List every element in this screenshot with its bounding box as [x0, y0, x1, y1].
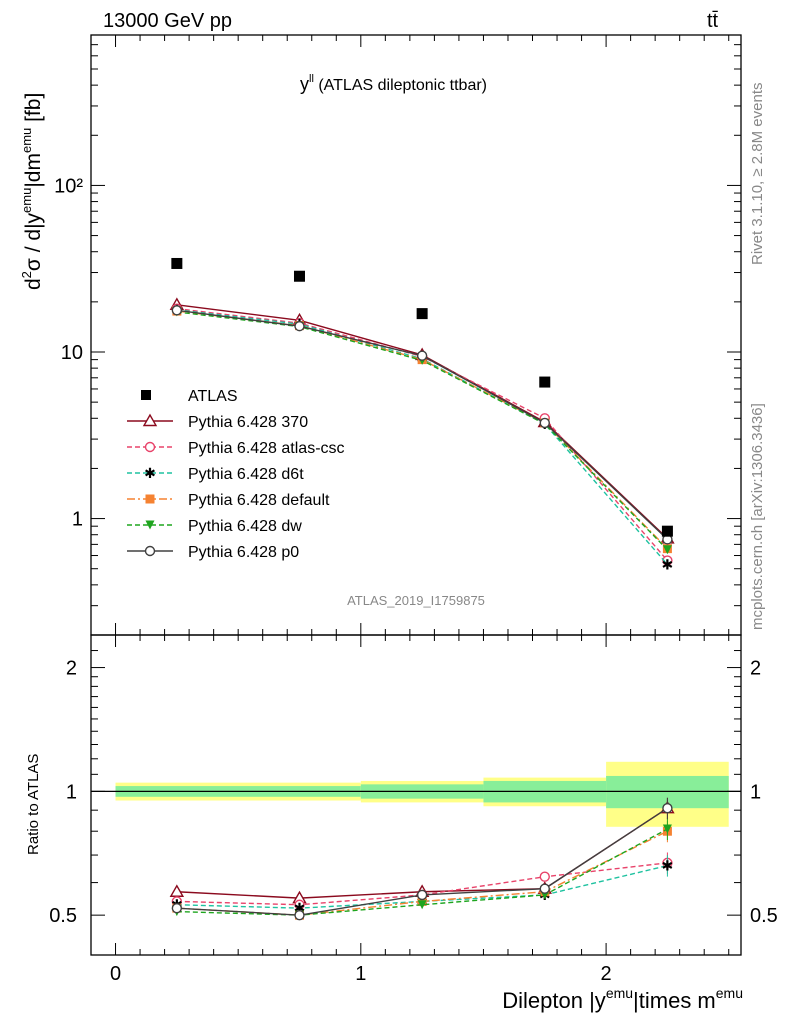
legend: ATLAS Pythia 6.428 370 Pythia 6.428 atlas-…	[127, 388, 345, 561]
ratio-series-point	[416, 889, 428, 901]
legend-marker	[142, 413, 158, 427]
ratio-tick-label: 2	[66, 658, 77, 680]
legend-label: Pythia 6.428 370	[188, 414, 308, 431]
series-point	[662, 555, 673, 566]
analysis-id: ATLAS_2019_I1759875	[347, 593, 485, 608]
series-point	[539, 417, 550, 429]
ratio-tick-label: 0.5	[49, 905, 77, 927]
ratio-series-line	[176, 828, 668, 916]
ratio-series-point	[294, 899, 305, 910]
y-tick-label: 1	[72, 509, 83, 531]
legend-label: Pythia 6.428 d6t	[188, 466, 304, 483]
legend-label: ATLAS	[188, 388, 238, 405]
x-tick-label: 0	[110, 963, 121, 985]
legend-label: Pythia 6.428 atlas-csc	[188, 440, 345, 457]
data-point	[539, 376, 551, 388]
ratio-series-point	[539, 871, 550, 882]
x-tick-label: 2	[601, 963, 612, 985]
series-point	[294, 320, 305, 332]
rivet-label: Rivet 3.1.10, ≥ 2.8M events	[749, 83, 766, 266]
mcplots-label: mcplots.cern.ch [arXiv:1306.3436]	[749, 403, 766, 630]
ratio-frame	[90, 634, 742, 956]
data-point	[171, 257, 183, 269]
data-point	[416, 308, 428, 320]
ratio-series-point	[662, 802, 673, 814]
legend-label: Pythia 6.428 default	[188, 492, 330, 509]
legend-marker	[144, 441, 156, 453]
ratio-tick-label-right: 0.5	[750, 905, 778, 927]
series-point	[662, 545, 672, 555]
x-tick-label: 1	[355, 963, 366, 985]
ratio-series-line	[176, 864, 668, 909]
ratio-series-point	[539, 883, 550, 894]
ratio-tick-label-right: 1	[750, 781, 761, 803]
series-point: ✱	[662, 556, 674, 572]
data-point	[293, 270, 305, 282]
legend-label: Pythia 6.428 p0	[188, 544, 299, 561]
y-tick-label: 10	[61, 342, 83, 364]
series-point	[416, 350, 428, 361]
ratio-y-axis-label: Ratio to ATLAS	[25, 754, 42, 855]
legend-marker	[145, 520, 155, 530]
series-point	[171, 305, 183, 316]
ratio-tick-label: 1	[66, 781, 77, 803]
legend-marker: ✱	[144, 465, 156, 481]
ratio-series-point	[417, 900, 427, 910]
x-axis-label: Dilepton |yemu|times memu	[502, 985, 743, 1013]
ratio-series-point: ✱	[662, 858, 674, 874]
ratio-tick-label-right: 2	[750, 658, 761, 680]
legend-marker-data	[141, 390, 151, 400]
plot-title: yll (ATLAS dileptonic ttbar)	[300, 73, 487, 94]
ratio-series-point	[662, 824, 672, 834]
ratio-series-point: ✱	[294, 900, 306, 916]
ratio-series-point	[169, 884, 185, 897]
legend-marker	[145, 494, 155, 504]
y-tick-label: 10²	[54, 175, 83, 197]
ratio-series-point	[171, 902, 183, 914]
header-left: 13000 GeV pp	[103, 10, 232, 32]
legend-marker	[144, 545, 156, 557]
data-point	[661, 525, 673, 537]
y-axis-label: d2σ / d|yemu|dmemu [fb]	[19, 93, 45, 290]
legend-label: Pythia 6.428 dw	[188, 518, 302, 535]
ratio-series-line	[176, 862, 668, 906]
ratio-series-point	[294, 909, 305, 921]
header-right: tt̄	[707, 10, 719, 32]
